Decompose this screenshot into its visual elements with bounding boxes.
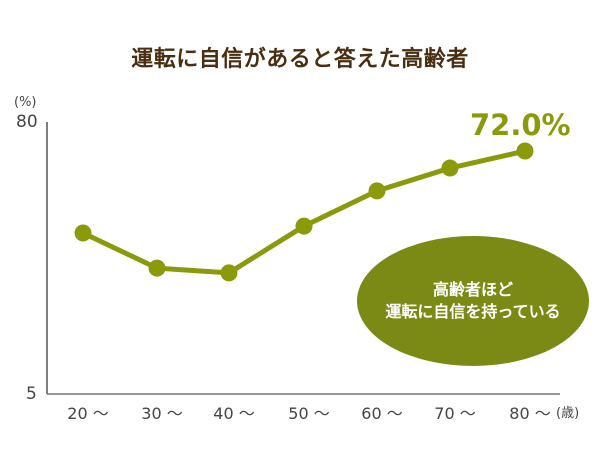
x-tick-label: 20 〜: [67, 404, 109, 423]
series-markers: [74, 142, 534, 282]
data-point: [516, 142, 534, 160]
data-point: [74, 224, 92, 242]
callout-line-2: 運転に自信を持っている: [385, 302, 561, 321]
data-point: [441, 159, 459, 177]
data-point: [148, 259, 166, 277]
x-tick-label: 80 〜: [509, 404, 551, 423]
highlight-value-label: 72.0%: [470, 108, 571, 142]
callout-ellipse: 高齢者ほど 運転に自信を持っている: [357, 236, 589, 366]
x-tick-label: 70 〜: [434, 404, 476, 423]
chart-title: 運転に自信があると答えた高齢者: [131, 47, 469, 72]
x-axis-unit: (歳): [556, 406, 580, 421]
data-point: [295, 217, 313, 235]
data-point: [220, 264, 238, 282]
x-tick-label: 40 〜: [213, 404, 255, 423]
data-point: [368, 182, 386, 200]
x-tick-label: 50 〜: [288, 404, 330, 423]
callout-line-1: 高齢者ほど: [432, 280, 513, 299]
x-tick-label: 60 〜: [361, 404, 403, 423]
y-tick-min: 5: [26, 384, 37, 404]
y-axis-unit: (%): [14, 95, 37, 110]
x-tick-label: 30 〜: [141, 404, 183, 423]
y-tick-max: 80: [16, 112, 38, 132]
